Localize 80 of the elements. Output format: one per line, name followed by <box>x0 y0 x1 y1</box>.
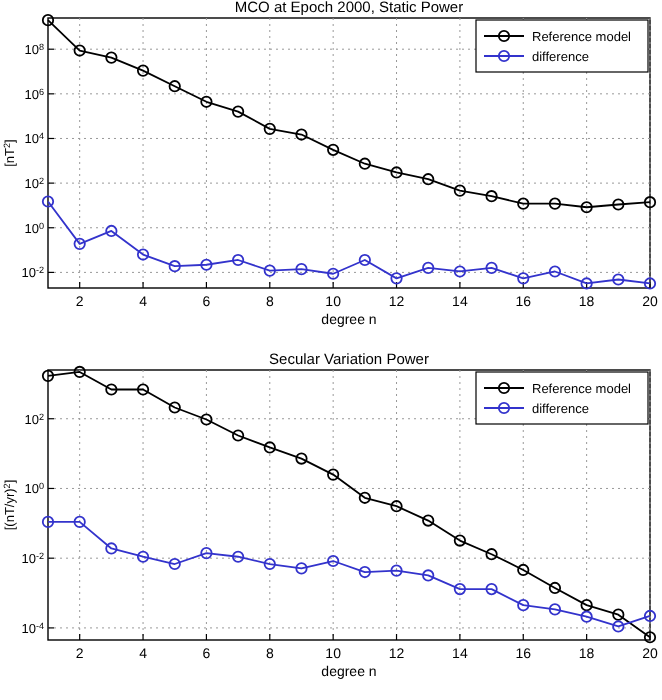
point <box>295 263 308 276</box>
point <box>327 143 340 156</box>
point <box>168 80 181 93</box>
point <box>422 569 435 582</box>
point <box>612 198 625 211</box>
point <box>105 383 118 396</box>
point <box>73 515 86 528</box>
point <box>612 620 625 633</box>
point <box>41 14 55 27</box>
point <box>643 631 657 644</box>
point <box>580 599 593 612</box>
point <box>580 277 593 290</box>
point <box>136 64 150 77</box>
point <box>422 514 435 527</box>
point <box>327 468 340 481</box>
point <box>643 196 657 209</box>
point <box>548 581 562 595</box>
point <box>548 603 562 616</box>
point <box>422 173 435 186</box>
point <box>295 452 308 465</box>
point <box>41 369 55 382</box>
point <box>263 441 276 454</box>
point <box>73 365 86 379</box>
point <box>485 582 498 596</box>
point <box>105 224 118 238</box>
point <box>517 599 530 612</box>
point <box>517 272 530 285</box>
point <box>390 500 403 513</box>
point <box>105 51 118 64</box>
point <box>232 253 245 267</box>
point <box>295 562 308 575</box>
point <box>41 195 55 208</box>
point <box>295 128 308 141</box>
point <box>358 253 371 267</box>
point <box>41 515 55 528</box>
point <box>453 582 466 596</box>
point <box>453 534 466 547</box>
point <box>105 542 118 555</box>
point <box>232 429 245 442</box>
point <box>200 413 213 426</box>
point <box>390 272 403 285</box>
point <box>643 277 657 290</box>
point <box>73 237 86 250</box>
point <box>168 260 181 273</box>
point <box>73 44 86 57</box>
point <box>136 248 150 261</box>
point <box>200 546 213 560</box>
point <box>580 610 593 623</box>
point <box>358 491 371 504</box>
point <box>358 157 371 170</box>
point <box>612 608 625 621</box>
point <box>136 383 150 396</box>
point <box>422 261 435 274</box>
point <box>263 122 276 135</box>
point <box>358 565 371 579</box>
point <box>200 258 213 271</box>
point <box>327 554 340 568</box>
point <box>485 548 498 561</box>
point <box>200 95 213 108</box>
point <box>517 563 530 577</box>
point <box>643 609 657 623</box>
point <box>453 265 466 278</box>
point <box>168 557 181 571</box>
point <box>453 184 466 197</box>
point <box>548 265 562 278</box>
point <box>232 550 245 563</box>
point <box>548 197 562 210</box>
point <box>580 201 593 214</box>
point <box>263 557 276 571</box>
point <box>136 550 150 563</box>
point <box>390 166 403 179</box>
point <box>485 190 498 203</box>
point <box>263 264 276 277</box>
point <box>485 261 498 274</box>
point <box>168 401 181 414</box>
point <box>390 564 403 577</box>
point <box>327 267 340 280</box>
point <box>517 197 530 210</box>
point <box>612 273 625 286</box>
point <box>232 105 245 118</box>
